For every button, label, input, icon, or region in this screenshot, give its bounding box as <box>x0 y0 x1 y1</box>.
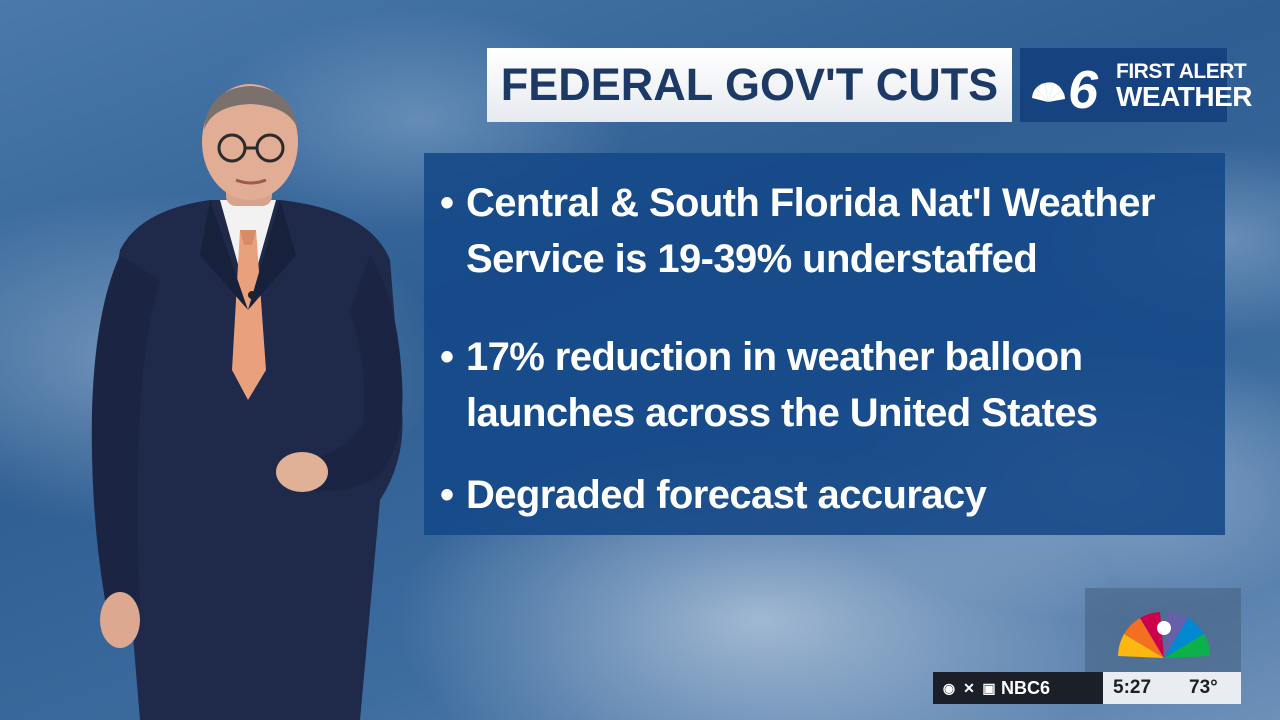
bullet-marker: • <box>440 335 455 379</box>
x-icon: ✕ <box>963 680 975 696</box>
current-temperature: 73° <box>1189 677 1218 698</box>
first-alert-weather-brand: 6 FIRST ALERT WEATHER <box>1020 48 1252 122</box>
bullet-item: • Central & South Florida Nat'l Weather … <box>440 175 1210 287</box>
bullet-item: • Degraded forecast accuracy <box>440 467 1210 523</box>
station-handle: NBC6 <box>1001 677 1051 698</box>
bullet-item: • 17% reduction in weather balloon launc… <box>440 329 1210 441</box>
bullet-marker: • <box>440 181 455 225</box>
time-temp-panel: 5:27 73° <box>1103 672 1241 704</box>
instagram-icon: ▣ <box>982 680 996 696</box>
brand-line-weather: WEATHER <box>1116 81 1252 112</box>
page-title: FEDERAL GOV'T CUTS <box>500 59 999 110</box>
bullet-text: Degraded forecast accuracy <box>466 473 987 517</box>
brand-line-first-alert: FIRST ALERT <box>1116 60 1247 83</box>
station-number: 6 <box>1068 60 1099 114</box>
nbc6-logo-icon: 6 <box>1032 60 1099 114</box>
title-banner: FEDERAL GOV'T CUTS <box>487 48 1012 122</box>
presenter-figure <box>91 84 403 720</box>
nbc-peacock-icon <box>1118 612 1210 658</box>
facebook-icon: ◉ <box>942 680 956 696</box>
bullet-text: 17% reduction in weather balloon launche… <box>466 335 1098 435</box>
current-time: 5:27 <box>1113 677 1152 698</box>
bullet-text: Central & South Florida Nat'l Weather Se… <box>466 181 1155 281</box>
bullet-panel: • Central & South Florida Nat'l Weather … <box>424 153 1225 535</box>
lower-ticker: ◉ ✕ ▣ NBC6 5:27 73° <box>933 672 1241 704</box>
bullet-marker: • <box>440 473 455 517</box>
social-handles: ◉ ✕ ▣ NBC6 <box>941 672 1050 704</box>
